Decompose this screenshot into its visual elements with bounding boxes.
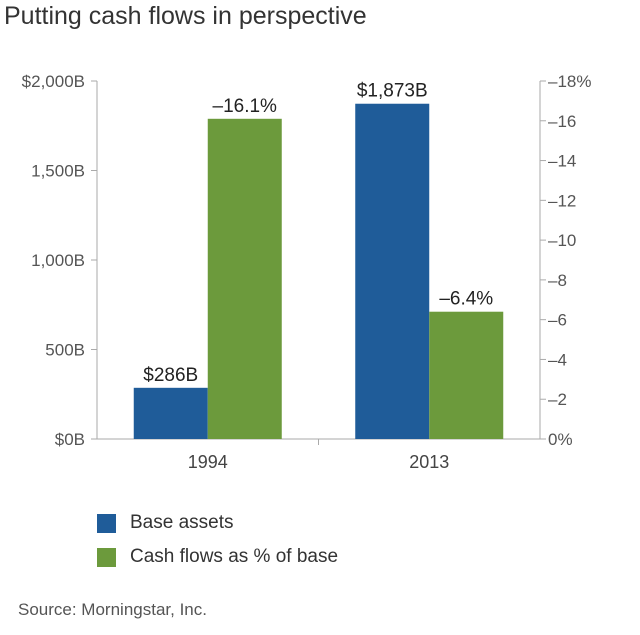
right-axis-tick-label: –16 xyxy=(548,112,576,131)
x-axis-category-label: 2013 xyxy=(409,452,449,472)
data-label-cash-flows: –16.1% xyxy=(213,96,278,117)
right-axis-tick-label: –18% xyxy=(548,72,591,91)
left-axis-tick-label: 1,000B xyxy=(31,251,85,270)
legend-label-base-assets: Base assets xyxy=(130,512,234,533)
right-axis-tick-label: –10 xyxy=(548,231,576,250)
right-axis-tick-label: –8 xyxy=(548,271,567,290)
bar-base-assets xyxy=(355,103,430,439)
right-axis-tick-label: –4 xyxy=(548,350,567,369)
bar-cash-flows xyxy=(207,118,282,440)
right-axis-tick-label: –2 xyxy=(548,390,567,409)
x-axis-category-label: 1994 xyxy=(188,452,228,472)
right-axis-tick-label: –12 xyxy=(548,191,576,210)
chart-title: Putting cash flows in perspective xyxy=(4,2,367,30)
left-axis-tick-label: $2,000B xyxy=(22,72,85,91)
data-label-cash-flows: –6.4% xyxy=(439,289,493,310)
left-axis-tick-label: 500B xyxy=(45,341,85,360)
bar-chart: $0B 500B 1,000B 1,500B $2,000B 0% –2 –4 –6 –8 –10 –… xyxy=(22,72,592,472)
legend-swatch-base-assets xyxy=(97,513,116,533)
left-axis-tick-label: $0B xyxy=(55,430,85,449)
legend-item-base-assets: Base assets xyxy=(97,506,338,540)
legend: Base assets Cash flows as % of base xyxy=(97,506,338,574)
bar-cash-flows xyxy=(429,311,504,439)
legend-label-cash-flows: Cash flows as % of base xyxy=(130,546,339,567)
right-axis-tick-label: –14 xyxy=(548,152,576,171)
data-label-base-assets: $1,873B xyxy=(357,81,428,102)
legend-swatch-cash-flows xyxy=(97,547,116,567)
right-axis-tick-label: 0% xyxy=(548,430,573,449)
left-axis-tick-label: 1,500B xyxy=(31,162,85,181)
source-note: Source: Morningstar, Inc. xyxy=(18,600,207,619)
bar-base-assets xyxy=(133,387,208,439)
data-label-base-assets: $286B xyxy=(143,365,198,386)
legend-item-cash-flows: Cash flows as % of base xyxy=(97,540,338,574)
right-axis-tick-label: –6 xyxy=(548,311,567,330)
